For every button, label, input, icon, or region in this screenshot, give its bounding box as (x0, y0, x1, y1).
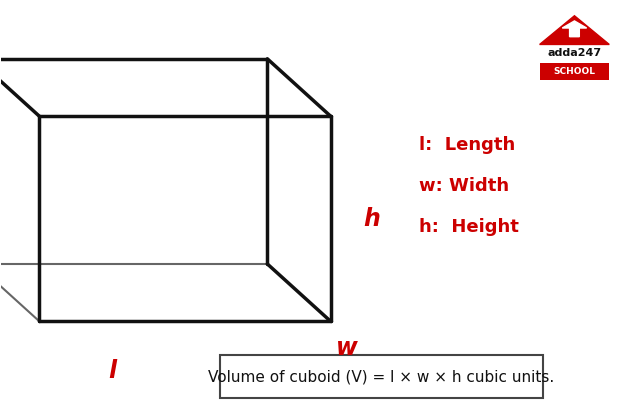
Polygon shape (562, 21, 586, 37)
FancyBboxPatch shape (540, 62, 609, 80)
Text: l: l (108, 358, 116, 382)
Text: w: Width: w: Width (419, 177, 509, 195)
Text: SCHOOL: SCHOOL (553, 66, 595, 76)
Polygon shape (539, 16, 609, 45)
Text: h: h (363, 207, 380, 231)
Text: Volume of cuboid (V) = l × w × h cubic units.: Volume of cuboid (V) = l × w × h cubic u… (208, 369, 555, 384)
FancyBboxPatch shape (220, 355, 543, 398)
Text: l:  Length: l: Length (419, 136, 516, 154)
Text: w: w (336, 336, 357, 360)
Text: h:  Height: h: Height (419, 218, 519, 236)
Text: adda247: adda247 (548, 47, 602, 58)
